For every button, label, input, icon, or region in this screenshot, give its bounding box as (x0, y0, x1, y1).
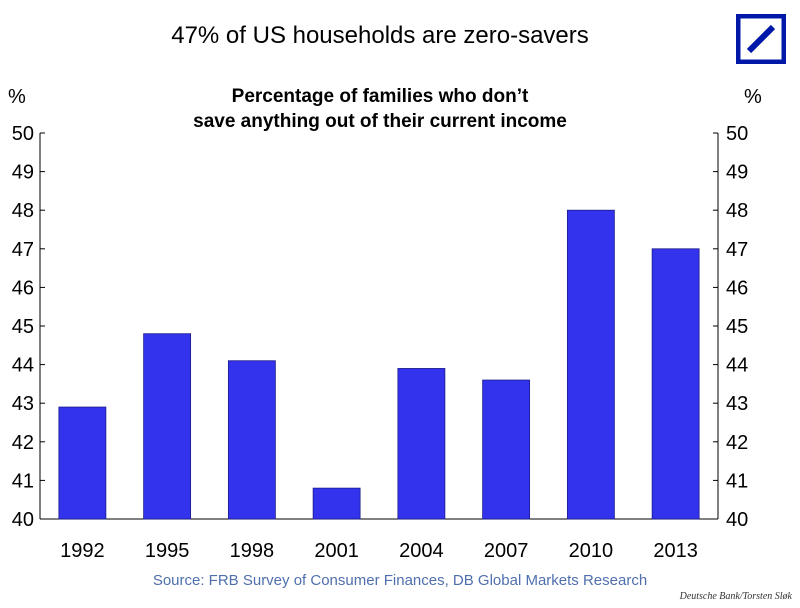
y-tick-label-right: 47 (726, 239, 748, 261)
bar (482, 379, 531, 520)
chart-title-line-2: save anything out of their current incom… (193, 111, 567, 132)
y-tick-label-right: 50 (726, 123, 748, 145)
deutsche-bank-logo-icon (735, 13, 787, 65)
y-tick-label-right: 44 (726, 355, 748, 377)
y-tick-label-left: 46 (12, 277, 34, 299)
bar (143, 333, 192, 520)
y-tick-label-right: 48 (726, 200, 748, 222)
bar (397, 368, 446, 520)
y-tick-label-left: 44 (12, 355, 34, 377)
credit-note: Deutsche Bank/Torsten Sløk (679, 591, 792, 602)
x-tick-label: 2004 (399, 540, 444, 562)
x-tick-label: 1992 (60, 540, 105, 562)
bar (312, 487, 361, 520)
y-tick-label-right: 42 (726, 432, 748, 454)
x-tick-label: 2013 (653, 540, 698, 562)
y-tick-label-left: 43 (12, 393, 34, 415)
y-tick-label-left: 48 (12, 200, 34, 222)
bar (58, 406, 107, 520)
bar (227, 360, 276, 520)
bar (651, 248, 700, 520)
x-tick-label: 1998 (230, 540, 275, 562)
chart-title-line-1: Percentage of families who don’t (231, 86, 529, 107)
chart-axes (39, 132, 719, 520)
bar (566, 209, 615, 520)
y-tick-label-right: 43 (726, 393, 748, 415)
y-tick-label-right: 45 (726, 316, 748, 338)
chart-bars (58, 209, 700, 520)
y-tick-label-left: 40 (12, 509, 34, 531)
y-tick-label-right: 46 (726, 277, 748, 299)
y-tick-label-right: 49 (726, 162, 748, 184)
chart-title: Percentage of families who don’t save an… (120, 84, 640, 134)
y-axis-right-unit: % (744, 86, 762, 108)
x-tick-label: 2007 (484, 540, 529, 562)
y-tick-label-right: 41 (726, 470, 748, 492)
y-tick-label-left: 49 (12, 162, 34, 184)
x-tick-label: 2001 (314, 540, 359, 562)
y-axis-left-unit: % (8, 86, 26, 108)
x-tick-label: 1995 (145, 540, 190, 562)
chart-tick-labels: 40 40 41 41 42 42 43 43 44 44 45 45 46 46 47 47 48 48 49 49… (12, 123, 749, 562)
x-tick-label: 2010 (569, 540, 614, 562)
y-tick-label-left: 41 (12, 470, 34, 492)
y-tick-label-left: 47 (12, 239, 34, 261)
y-tick-label-right: 40 (726, 509, 748, 531)
y-tick-label-left: 42 (12, 432, 34, 454)
source-note: Source: FRB Survey of Consumer Finances,… (152, 572, 648, 589)
y-tick-label-left: 45 (12, 316, 34, 338)
headline: 47% of US households are zero-savers (171, 22, 589, 49)
y-tick-label-left: 50 (12, 123, 34, 145)
